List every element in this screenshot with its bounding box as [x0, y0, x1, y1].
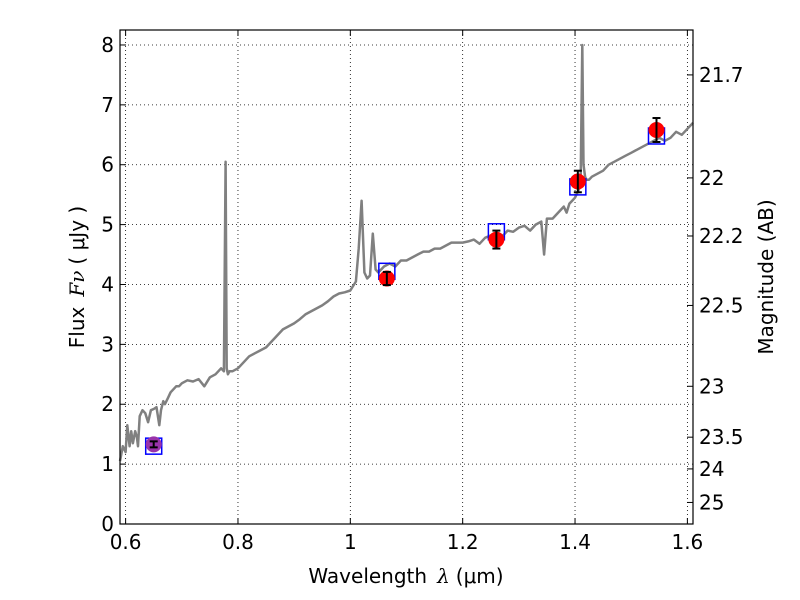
- y2-tick-label: 22: [699, 166, 724, 190]
- y2-tick-label: 24: [699, 457, 724, 481]
- y-tick-label: 1: [101, 452, 114, 476]
- spectrum-layer: [118, 43, 694, 462]
- y2-axis: 21.7 22 22.2 22.5 23 23.5 24 25: [687, 63, 744, 514]
- y-axis: 0 1 2 3 4 5 6 7 8: [101, 33, 126, 536]
- x-axis-title-text: Wavelength: [308, 564, 427, 588]
- y-tick-label: 3: [101, 332, 114, 356]
- y-tick-label: 5: [101, 213, 114, 237]
- x-axis-title-unit: (μm): [456, 564, 504, 588]
- y2-tick-label: 22.5: [699, 293, 744, 317]
- y2-tick-label: 23.5: [699, 425, 744, 449]
- x-tick-label: 0.8: [222, 530, 254, 554]
- y-tick-label: 8: [101, 33, 114, 57]
- plot-background: [120, 30, 693, 524]
- y-axis-title: Flux Fν ( μJy ): [65, 206, 89, 348]
- y-axis-title-symbol: Fν: [65, 271, 89, 298]
- x-tick-label: 1: [344, 530, 357, 554]
- y2-tick-label: 23: [699, 374, 724, 398]
- x-axis-title: Wavelength λ (μm): [308, 564, 503, 588]
- y2-tick-label: 22.2: [699, 224, 744, 248]
- y-axis-title-unit: ( μJy ): [65, 206, 89, 265]
- y-tick-label: 0: [101, 512, 114, 536]
- y-tick-label: 2: [101, 392, 114, 416]
- x-axis-title-symbol: λ: [436, 564, 450, 588]
- x-tick-label: 0.6: [110, 530, 142, 554]
- x-tick-label: 1.2: [447, 530, 479, 554]
- model-photometry-layer: [144, 127, 666, 455]
- y-tick-label: 4: [101, 272, 114, 296]
- y2-tick-label: 21.7: [699, 63, 744, 87]
- y-tick-label: 6: [101, 153, 114, 177]
- y2-axis-title: Magnitude (AB): [754, 199, 778, 354]
- y-axis-title-text: Flux: [65, 306, 89, 348]
- x-axis: 0.6 0.8 1 1.2 1.4 1.6: [110, 30, 703, 554]
- y2-tick-label: 25: [699, 490, 724, 514]
- x-tick-label: 1.4: [559, 530, 591, 554]
- observed-photometry-layer: [145, 117, 665, 453]
- plot-frame: [119, 29, 694, 525]
- x-tick-label: 1.6: [671, 530, 703, 554]
- spectrum-line: [118, 43, 694, 462]
- y-tick-label: 7: [101, 93, 114, 117]
